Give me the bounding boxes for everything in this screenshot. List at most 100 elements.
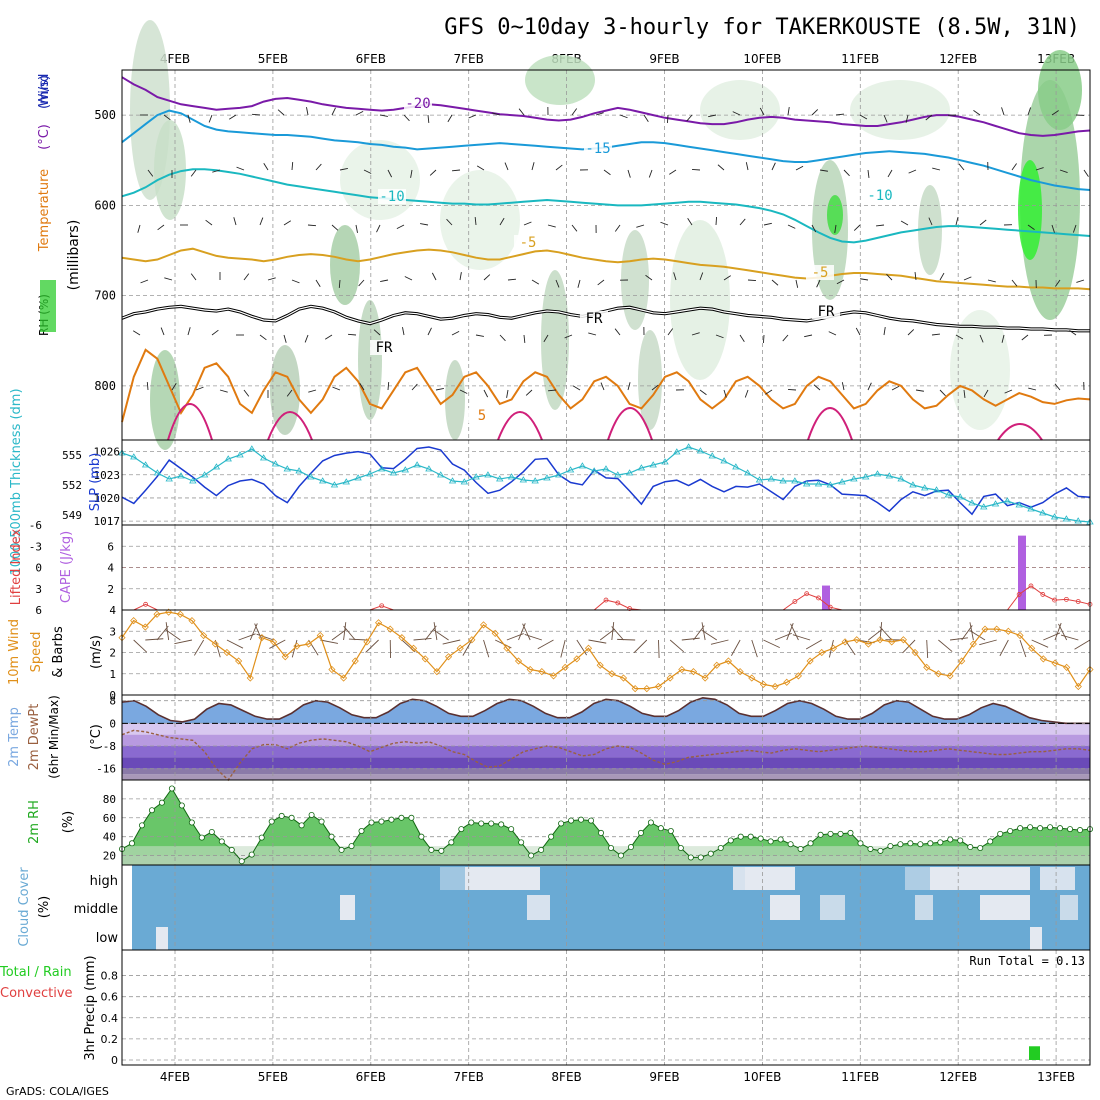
thickness-point — [177, 472, 185, 479]
wind-barb — [193, 639, 205, 656]
wind-barb — [171, 382, 177, 391]
y-tick-label-right: 4 — [107, 562, 114, 575]
wind-barb — [666, 114, 669, 124]
wind-barb — [1027, 107, 1032, 116]
wind-speed-line — [121, 611, 1091, 690]
wind-barb — [140, 279, 149, 284]
thickness-point — [661, 458, 669, 465]
wind-speed-point — [479, 621, 488, 629]
rh-point — [218, 838, 225, 845]
thickness-label: 1000-500mb Thickness (dm) — [9, 388, 24, 575]
cloud-patch-middle — [1060, 895, 1078, 920]
y-tick-label-right: 1020 — [94, 492, 121, 505]
wind-speed-point — [748, 674, 756, 682]
wind-barb — [468, 114, 477, 119]
wind-barb — [739, 218, 746, 226]
wind-barb — [233, 217, 237, 226]
wind-barb — [499, 217, 505, 226]
wind-barb — [133, 639, 148, 653]
wind-barb — [1055, 279, 1061, 287]
wind-barb — [595, 112, 604, 116]
wind-barb — [379, 114, 388, 117]
wind-speed-point — [934, 670, 942, 678]
wind-barb — [205, 219, 213, 226]
rh-point — [697, 854, 704, 861]
chart-title: GFS 0~10day 3-hourly for TAKERKOUSTE (8.… — [444, 15, 1080, 40]
cloud-cover-unit: (%) — [37, 896, 52, 919]
thickness-point — [189, 477, 197, 484]
wind-speed-point — [293, 642, 301, 650]
thickness-point — [614, 471, 622, 478]
wind-speed-point — [421, 655, 429, 663]
cloud-patch-middle — [340, 895, 355, 920]
wind-barb — [363, 169, 372, 174]
isotherm-line-warm — [607, 407, 653, 441]
lifted-index-point — [792, 599, 798, 604]
y-tick-label: 0.8 — [101, 970, 119, 983]
thickness-point — [472, 473, 480, 480]
rh-point — [1057, 825, 1064, 832]
wind-speed-point — [981, 625, 989, 633]
rh-point — [278, 812, 285, 819]
rh-area-dark — [122, 788, 1090, 865]
wind-barb — [476, 165, 485, 171]
rh-point — [508, 826, 515, 833]
rh2m-unit: (%) — [61, 811, 76, 834]
wind-barb — [908, 169, 917, 174]
isotherm-label-bg — [370, 340, 398, 355]
wind-barb — [1011, 279, 1018, 287]
isotherm-label-bg — [812, 304, 840, 319]
y-tick-label: 80 — [103, 793, 116, 806]
wind-barb — [163, 114, 171, 121]
thickness-point — [283, 465, 291, 472]
wind-barb — [614, 224, 621, 232]
rh-point — [677, 845, 684, 852]
wind-speed-point — [643, 685, 651, 693]
wind-barb — [238, 633, 256, 641]
cape-label: CAPE (J/kg) — [59, 531, 74, 603]
cloud-patch-high — [745, 867, 795, 890]
wind-barb — [658, 639, 660, 659]
rh-shading — [154, 120, 186, 220]
rh-point — [528, 852, 535, 859]
wind-barb — [435, 388, 444, 391]
wind-speed-point — [958, 657, 966, 665]
wind-barb — [979, 639, 997, 646]
rh-point — [498, 821, 505, 828]
dewpoint-band — [122, 757, 1090, 769]
rh-point — [717, 845, 724, 852]
wind-barb — [844, 639, 856, 656]
rh-point — [887, 843, 894, 850]
wind-barb — [462, 639, 473, 656]
wind-barb — [348, 638, 367, 641]
precip-total-rain-label: Total / Rain — [0, 965, 72, 980]
wind-barb — [811, 224, 817, 233]
isotherm-label: 5 — [478, 408, 486, 424]
thickness-point — [141, 461, 150, 468]
wind-barb — [915, 389, 924, 392]
wind-barb — [256, 633, 274, 641]
wind-barb — [693, 625, 705, 641]
isotherm-line — [121, 168, 1091, 244]
rh-point — [1037, 825, 1044, 832]
temperature-label: Temperature — [37, 169, 52, 252]
wind-barb — [404, 276, 413, 281]
wind-barb — [886, 273, 893, 281]
wind-barb — [619, 114, 628, 119]
wind-barb — [492, 112, 501, 116]
wind-barb — [651, 384, 659, 391]
rh-point — [358, 828, 365, 835]
cloud-level-label: middle — [74, 902, 118, 917]
wind-barb — [187, 114, 191, 123]
rh-shading — [950, 310, 1010, 430]
rh-point — [518, 839, 525, 846]
wind-speed-point — [713, 661, 721, 669]
wind-barb — [939, 389, 946, 397]
wind-barb — [599, 628, 615, 641]
thickness-point — [802, 480, 811, 487]
cloud-patch-middle — [770, 895, 800, 920]
wind-barb — [259, 334, 267, 341]
wind-barb — [819, 169, 828, 172]
thickness-point — [507, 473, 516, 480]
wind-speed-point — [1004, 627, 1012, 635]
